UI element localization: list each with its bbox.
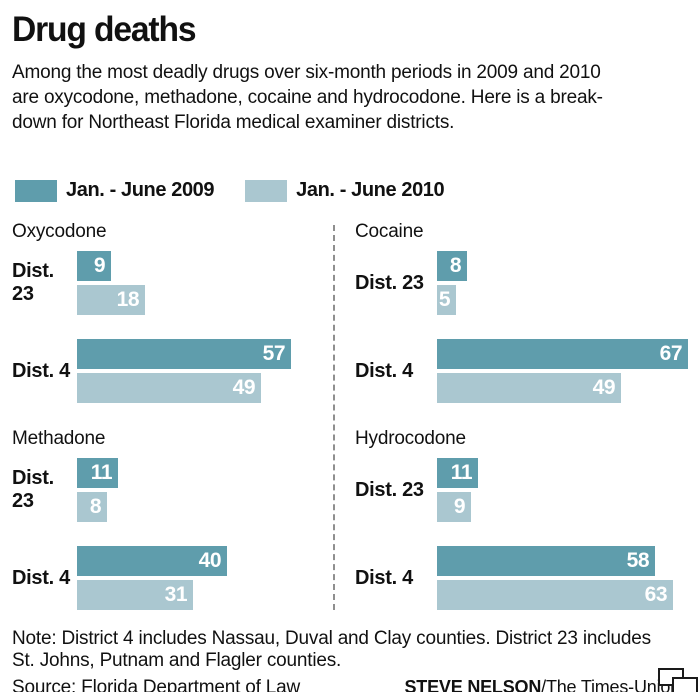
bar-pair: 67 49	[437, 339, 700, 403]
bar-2010: 5	[437, 285, 456, 315]
district-label: Dist. 4	[12, 566, 70, 589]
bar-value: 67	[659, 342, 683, 365]
note: Note: District 4 includes Nassau, Duval …	[12, 628, 700, 672]
bar-pair: 11 9	[437, 458, 700, 522]
bar-2009: 67	[437, 339, 688, 369]
bar-value: 58	[626, 549, 650, 572]
overlapping-windows-artifact	[654, 664, 700, 692]
credit-text: STEVE NELSON/The Times-Union	[405, 677, 681, 692]
district-label: Dist. 23	[12, 467, 54, 512]
bar-value: 11	[450, 461, 473, 484]
subtitle-line: down for Northeast Florida medical exami…	[12, 112, 455, 133]
panel-title: Oxycodone	[12, 221, 107, 242]
subtitle: Among the most deadly drugs over six-mon…	[12, 60, 700, 135]
bar-2009: 11	[77, 458, 118, 488]
bar-value: 49	[592, 376, 616, 399]
district-label: Dist. 4	[355, 359, 413, 382]
district-group: Dist. 4 40 31	[12, 546, 333, 610]
bar-value: 63	[644, 583, 668, 606]
panel-oxycodone: Oxycodone Dist. 23 9 18 Dist. 4 57 49	[12, 221, 333, 403]
bar-value: 9	[93, 254, 106, 277]
bar-2010: 63	[437, 580, 673, 610]
bar-2010: 31	[77, 580, 193, 610]
panel-title: Methadone	[12, 428, 106, 449]
credit-publication: /The Times-Union	[541, 677, 680, 692]
panel-title: Hydrocodone	[355, 428, 466, 449]
bar-value: 57	[262, 342, 286, 365]
district-group: Dist. 23 11 9	[355, 458, 700, 522]
legend-swatch-2010	[245, 179, 288, 202]
bar-2010: 49	[437, 373, 621, 403]
bar-2010: 8	[77, 492, 107, 522]
panel-hydrocodone: Hydrocodone Dist. 23 11 9 Dist. 4 58 63	[355, 428, 700, 610]
note-line: Note: District 4 includes Nassau, Duval …	[12, 628, 651, 649]
district-label: Dist. 23	[355, 478, 424, 501]
bar-2009: 58	[437, 546, 655, 576]
bar-pair: 9 18	[77, 251, 333, 315]
legend: Jan. - June 2009 Jan. - June 2010	[12, 179, 700, 202]
legend-swatch-2009	[15, 179, 57, 202]
panel-cocaine: Cocaine Dist. 23 8 5 Dist. 4 67 49	[355, 221, 700, 403]
bar-chart: Oxycodone Dist. 23 9 18 Dist. 4 57 49 Methadone…	[12, 221, 700, 610]
chart-column-left: Oxycodone Dist. 23 9 18 Dist. 4 57 49 Methadone…	[12, 221, 333, 610]
note-line: St. Johns, Putnam and Flagler counties.	[12, 650, 342, 671]
panel-title: Cocaine	[355, 221, 424, 242]
bar-value: 18	[116, 288, 140, 311]
credit-author: STEVE NELSON	[404, 677, 542, 692]
subtitle-line: Among the most deadly drugs over six-mon…	[12, 62, 601, 83]
bar-2009: 11	[437, 458, 478, 488]
window-outline-icon	[672, 677, 698, 692]
footer-row: Source: Florida Department of Law Enforc…	[12, 677, 700, 692]
district-group: Dist. 23 8 5	[355, 251, 700, 315]
bar-pair: 58 63	[437, 546, 700, 610]
legend-label-2009: Jan. - June 2009	[66, 179, 215, 201]
legend-item-2010: Jan. - June 2010	[242, 179, 445, 202]
bar-value: 8	[449, 254, 462, 277]
bar-pair: 57 49	[77, 339, 333, 403]
bar-2009: 8	[437, 251, 467, 281]
dashed-divider	[333, 225, 335, 610]
bar-2009: 57	[77, 339, 291, 369]
bar-value: 5	[438, 288, 451, 311]
bar-2010: 18	[77, 285, 145, 315]
district-label: Dist. 23	[355, 271, 424, 294]
bar-pair: 11 8	[77, 458, 333, 522]
bar-value: 49	[232, 376, 256, 399]
district-group: Dist. 4 57 49	[12, 339, 333, 403]
bar-value: 9	[453, 495, 466, 518]
bar-2010: 9	[437, 492, 471, 522]
bar-2009: 40	[77, 546, 227, 576]
district-label: Dist. 23	[12, 260, 54, 305]
page-title: Drug deaths	[12, 10, 197, 49]
bar-pair: 40 31	[77, 546, 333, 610]
source-text: Source: Florida Department of Law Enforc…	[12, 677, 301, 692]
district-group: Dist. 23 11 8	[12, 458, 333, 522]
district-group: Dist. 23 9 18	[12, 251, 333, 315]
bar-2010: 49	[77, 373, 261, 403]
bar-value: 8	[89, 495, 102, 518]
panel-methadone: Methadone Dist. 23 11 8 Dist. 4 40 31	[12, 428, 333, 610]
bar-value: 11	[90, 461, 113, 484]
district-group: Dist. 4 58 63	[355, 546, 700, 610]
subtitle-line: are oxycodone, methadone, cocaine and hy…	[12, 87, 603, 108]
legend-item-2009: Jan. - June 2009	[12, 179, 215, 202]
district-label: Dist. 4	[355, 566, 413, 589]
bar-value: 31	[164, 583, 188, 606]
bar-value: 40	[198, 549, 222, 572]
bar-2009: 9	[77, 251, 111, 281]
district-group: Dist. 4 67 49	[355, 339, 700, 403]
legend-label-2010: Jan. - June 2010	[296, 179, 445, 201]
chart-column-right: Cocaine Dist. 23 8 5 Dist. 4 67 49 Hydrocodone D…	[335, 221, 700, 610]
district-label: Dist. 4	[12, 359, 70, 382]
